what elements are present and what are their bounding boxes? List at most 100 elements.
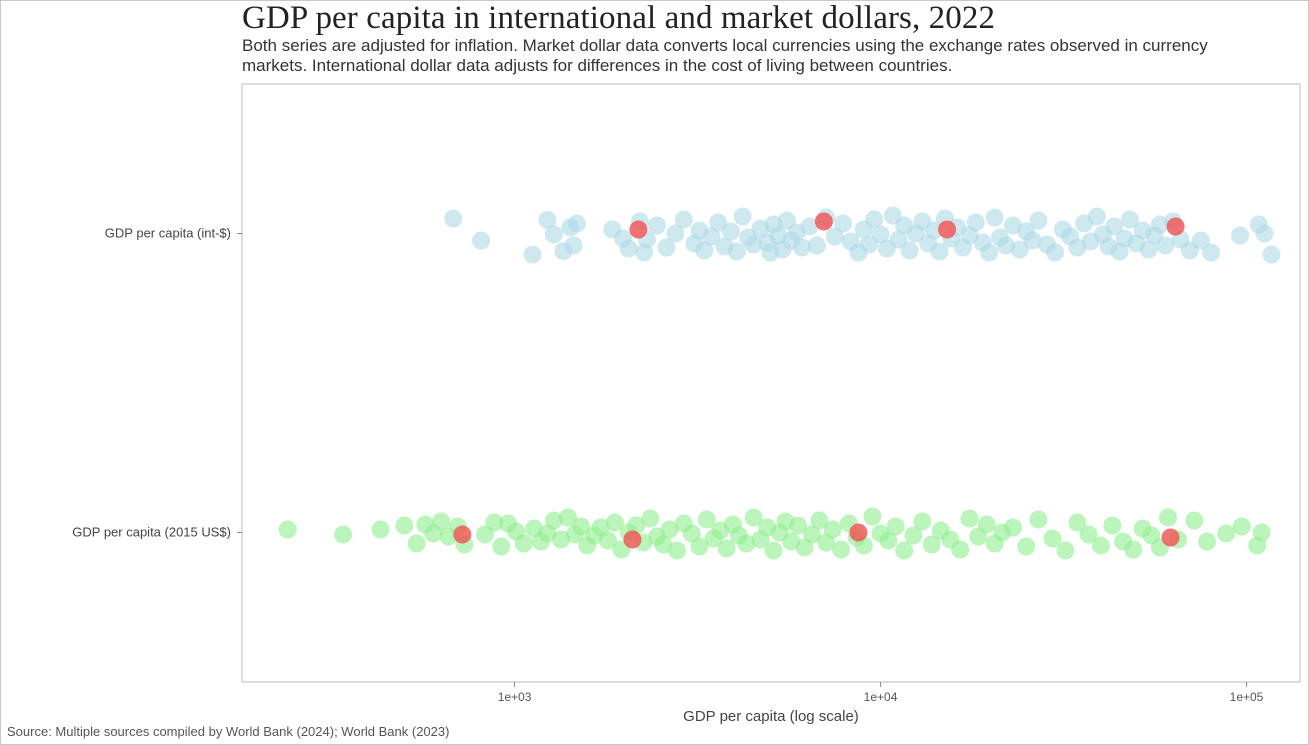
data-point <box>960 509 979 528</box>
data-point <box>1120 210 1139 229</box>
data-point <box>1198 532 1217 551</box>
y-axis-ticks: GDP per capita (int-$) GDP per capita (20… <box>72 226 242 540</box>
data-point <box>472 231 491 250</box>
data-point <box>737 534 756 553</box>
data-point <box>966 213 985 232</box>
highlighted-point <box>623 530 642 549</box>
data-point <box>807 236 826 255</box>
data-point <box>930 242 949 261</box>
data-point <box>1087 207 1106 226</box>
data-point <box>514 534 533 553</box>
data-point <box>744 235 763 254</box>
chart-subtitle: Both series are adjusted for inflation. … <box>242 36 1208 75</box>
data-point <box>795 538 814 557</box>
source-note: Source: Multiple sources compiled by Wor… <box>7 724 450 739</box>
data-point <box>1124 540 1143 559</box>
data-point <box>552 530 571 549</box>
data-point <box>900 241 919 260</box>
data-point <box>1029 510 1048 529</box>
data-point <box>371 520 390 539</box>
data-point <box>1003 518 1022 537</box>
data-point <box>904 526 923 545</box>
data-point <box>444 209 463 228</box>
data-point <box>889 230 908 249</box>
data-point <box>1029 211 1048 230</box>
data-point <box>619 239 638 258</box>
data-point <box>1105 217 1124 236</box>
highlighted-point <box>814 212 833 231</box>
data-point <box>803 525 822 544</box>
data-point <box>727 242 746 261</box>
data-point <box>523 245 542 264</box>
chart-title: GDP per capita in international and mark… <box>242 0 996 36</box>
data-point <box>832 540 851 559</box>
data-point <box>977 515 996 534</box>
data-point <box>1231 226 1250 245</box>
data-point <box>485 513 504 532</box>
data-point <box>697 510 716 529</box>
data-point <box>572 517 591 536</box>
data-point <box>627 516 646 535</box>
data-point <box>1103 516 1122 535</box>
data-point <box>564 236 583 255</box>
data-point <box>922 535 941 554</box>
data-point <box>654 535 673 554</box>
data-point <box>647 216 666 235</box>
data-point <box>690 537 709 556</box>
data-point <box>1091 536 1110 555</box>
data-point <box>682 524 701 543</box>
data-point <box>764 541 783 560</box>
highlighted-point <box>629 220 648 239</box>
data-point <box>1252 523 1271 542</box>
data-point <box>544 225 563 244</box>
data-point <box>1255 224 1274 243</box>
data-point <box>810 511 829 530</box>
highlight-layer <box>453 212 1185 549</box>
data-point <box>407 534 426 553</box>
data-point <box>1079 525 1098 544</box>
data-point <box>334 525 353 544</box>
data-point <box>657 238 676 257</box>
data-point <box>1217 524 1236 543</box>
data-point <box>695 241 714 260</box>
data-point <box>865 210 884 229</box>
data-point <box>717 539 736 558</box>
data-point <box>913 512 932 531</box>
data-point <box>1056 541 1075 560</box>
data-point <box>567 214 586 233</box>
data-point <box>721 222 740 241</box>
data-point <box>951 540 970 559</box>
points-layer <box>278 206 1281 560</box>
data-point <box>1191 231 1210 250</box>
data-point <box>1185 511 1204 530</box>
data-point <box>825 227 844 246</box>
data-point <box>668 541 687 560</box>
data-point <box>1139 240 1158 259</box>
data-point <box>996 236 1015 255</box>
data-point <box>980 243 999 262</box>
x-axis-title: GDP per capita (log scale) <box>683 708 859 725</box>
y-category-label: GDP per capita (2015 US$) <box>72 525 231 540</box>
data-point <box>1068 513 1087 532</box>
highlighted-point <box>1166 217 1185 236</box>
data-point <box>559 508 578 527</box>
data-point <box>660 520 679 539</box>
plot-panel <box>241 83 1301 683</box>
data-point <box>1043 529 1062 548</box>
x-tick-label: 1e+03 <box>498 690 532 704</box>
data-point <box>492 537 511 556</box>
data-point <box>863 507 882 526</box>
data-point <box>709 213 728 232</box>
data-point <box>789 516 808 535</box>
data-point <box>792 238 811 257</box>
data-point <box>886 517 905 536</box>
data-point <box>834 214 853 233</box>
data-point <box>1156 236 1175 255</box>
data-point <box>823 520 842 539</box>
data-point <box>641 509 660 528</box>
data-point <box>1262 245 1281 264</box>
data-point <box>432 512 451 531</box>
highlighted-point <box>453 525 472 544</box>
data-point <box>666 224 685 243</box>
data-point <box>777 211 796 230</box>
